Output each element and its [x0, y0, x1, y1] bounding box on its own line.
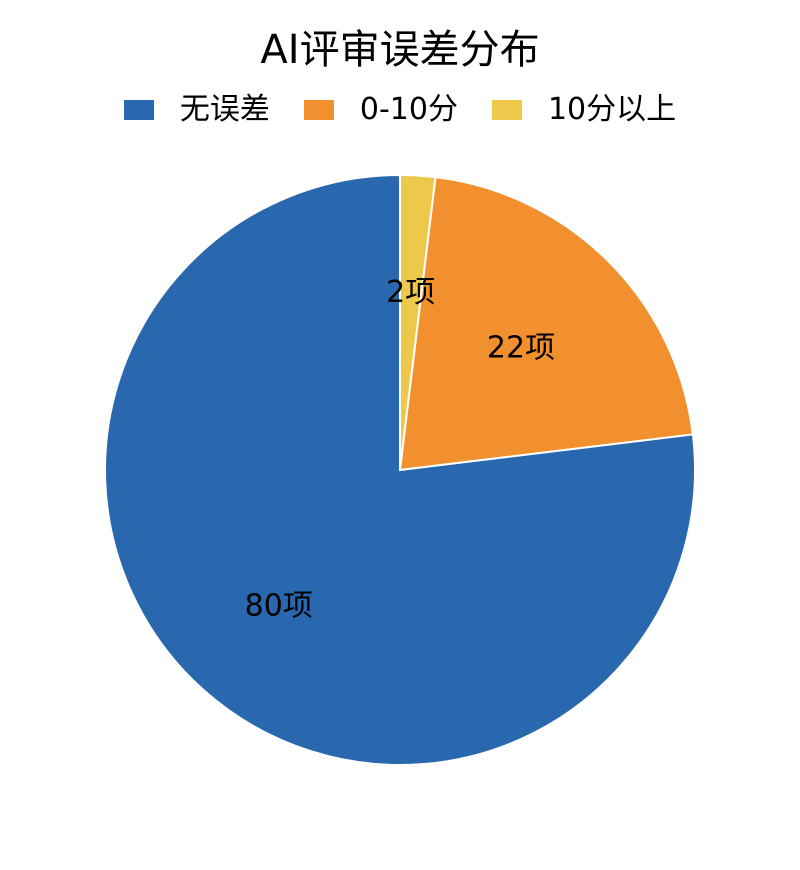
data-label-over-10: 2项 [386, 275, 435, 310]
legend-swatch-over-10 [491, 100, 522, 120]
legend-label-over-10: 10分以上 [547, 92, 677, 127]
data-label-0-10: 22项 [487, 331, 555, 366]
legend-label-no-error: 无误差 [179, 92, 270, 127]
legend-item-no-error: 无误差 [123, 88, 270, 132]
pie-slice-no-error [104, 173, 696, 766]
data-label-no-error: 80项 [245, 588, 313, 623]
legend-swatch-0-10 [303, 100, 334, 120]
legend-swatch-no-error [123, 100, 154, 120]
pie-slice-0-10 [398, 176, 694, 472]
legend-label-0-10: 0-10分 [359, 92, 458, 127]
pie-slices [104, 173, 696, 766]
legend-item-over-10: 10分以上 [491, 88, 677, 132]
chart-legend: 无误差 0-10分 10分以上 [0, 88, 800, 132]
pie-data-labels: 2项 22项 80项 [245, 275, 555, 624]
chart-title: AI评审误差分布 [260, 27, 540, 73]
legend-item-0-10: 0-10分 [303, 88, 458, 132]
